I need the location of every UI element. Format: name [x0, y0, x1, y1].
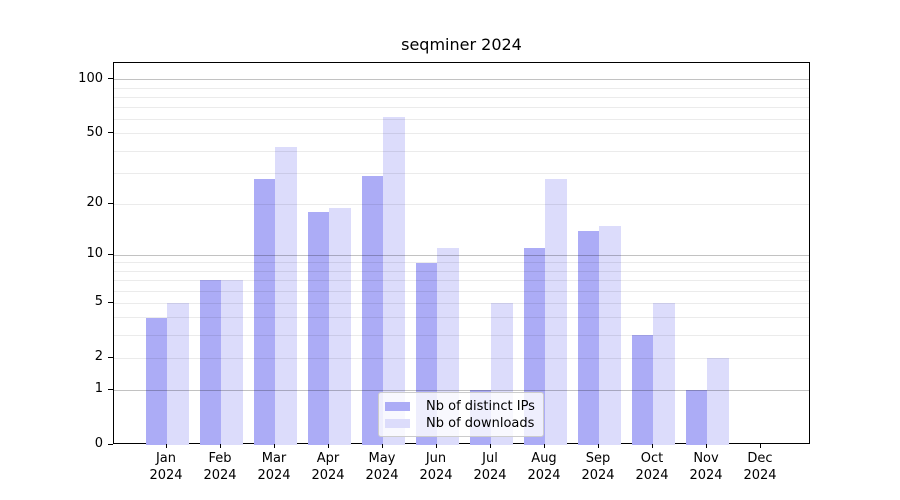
gridline-minor-4: [114, 317, 809, 319]
x-tick-label-may: May 2024: [365, 451, 399, 483]
legend-swatch-distinct-ips: [385, 402, 410, 411]
x-tick-mark-dec: [760, 444, 761, 448]
y-tick-mark-2: [108, 356, 113, 358]
bar-distinct-ips-apr: [307, 212, 329, 445]
legend-item-downloads: Nb of downloads: [385, 416, 535, 431]
x-tick-mark-jun: [436, 444, 437, 448]
gridline-minor-80: [114, 96, 809, 98]
x-tick-label-mar: Mar 2024: [257, 451, 291, 483]
gridline-minor-50: [114, 133, 809, 135]
x-tick-mark-jan: [166, 444, 167, 448]
y-tick-mark-10: [108, 253, 113, 255]
bar-downloads-may: [383, 117, 405, 445]
legend-item-distinct-ips: Nb of distinct IPs: [385, 399, 535, 414]
y-tick-mark-50: [108, 132, 113, 134]
gridline-minor-3: [114, 334, 809, 336]
gridline-minor-30: [114, 172, 809, 174]
y-tick-label-5: 5: [94, 294, 103, 310]
legend-label-distinct-ips: Nb of distinct IPs: [426, 399, 535, 414]
x-tick-mark-mar: [274, 444, 275, 448]
x-tick-label-apr: Apr 2024: [311, 451, 345, 483]
bar-downloads-nov: [707, 358, 729, 445]
legend-label-downloads: Nb of downloads: [426, 416, 535, 431]
bar-distinct-ips-feb: [199, 280, 221, 445]
gridline-minor-20: [114, 203, 809, 205]
bar-downloads-aug: [545, 178, 567, 445]
y-tick-mark-100: [108, 78, 113, 80]
x-tick-mark-oct: [652, 444, 653, 448]
x-tick-mark-apr: [328, 444, 329, 448]
gridline-major-1: [114, 389, 809, 391]
gridline-minor-60: [114, 119, 809, 121]
y-tick-label-2: 2: [94, 349, 103, 365]
x-tick-mark-may: [382, 444, 383, 448]
y-tick-mark-20: [108, 202, 113, 204]
bar-distinct-ips-may: [361, 175, 383, 445]
x-tick-label-jan: Jan 2024: [149, 451, 183, 483]
bar-downloads-jan: [167, 303, 189, 445]
bar-downloads-sep: [599, 225, 621, 445]
x-tick-label-nov: Nov 2024: [689, 451, 723, 483]
x-tick-label-sep: Sep 2024: [581, 451, 615, 483]
gridline-minor-7: [114, 279, 809, 281]
bar-distinct-ips-jan: [145, 317, 167, 445]
y-tick-mark-1: [108, 388, 113, 390]
bar-distinct-ips-nov: [685, 390, 707, 445]
legend: Nb of distinct IPs Nb of downloads: [378, 392, 544, 437]
x-tick-mark-feb: [220, 444, 221, 448]
x-tick-mark-nov: [706, 444, 707, 448]
bar-downloads-mar: [275, 147, 297, 445]
x-tick-label-feb: Feb 2024: [203, 451, 237, 483]
x-tick-label-aug: Aug 2024: [527, 451, 561, 483]
gridline-minor-70: [114, 107, 809, 109]
gridline-minor-90: [114, 87, 809, 89]
bar-distinct-ips-sep: [577, 230, 599, 445]
x-tick-mark-sep: [598, 444, 599, 448]
legend-swatch-downloads: [385, 419, 410, 428]
x-tick-label-jul: Jul 2024: [473, 451, 507, 483]
y-tick-mark-0: [108, 443, 113, 445]
y-tick-label-100: 100: [78, 70, 103, 86]
gridline-minor-6: [114, 290, 809, 292]
y-tick-label-1: 1: [94, 381, 103, 397]
gridline-minor-8: [114, 270, 809, 272]
gridline-minor-5: [114, 302, 809, 304]
gridline-minor-40: [114, 150, 809, 152]
chart-title: seqminer 2024: [401, 35, 522, 54]
y-tick-label-0: 0: [94, 436, 103, 451]
y-tick-label-10: 10: [86, 246, 103, 262]
x-tick-mark-jul: [490, 444, 491, 448]
grid-layer: [114, 63, 809, 443]
plot-area: [113, 62, 810, 445]
gridline-major-100: [114, 79, 809, 81]
x-tick-mark-aug: [544, 444, 545, 448]
gridline-minor-9: [114, 262, 809, 264]
bar-downloads-feb: [221, 280, 243, 445]
x-tick-label-jun: Jun 2024: [419, 451, 453, 483]
x-tick-label-dec: Dec 2024: [743, 451, 777, 483]
bar-downloads-oct: [653, 303, 675, 445]
bar-distinct-ips-mar: [253, 178, 275, 445]
gridline-minor-2: [114, 357, 809, 359]
bar-distinct-ips-oct: [631, 335, 653, 445]
bar-downloads-apr: [329, 207, 351, 445]
y-tick-mark-5: [108, 301, 113, 303]
y-tick-label-50: 50: [86, 124, 103, 140]
gridline-major-10: [114, 254, 809, 256]
x-tick-label-oct: Oct 2024: [635, 451, 669, 483]
y-tick-label-20: 20: [86, 195, 103, 211]
